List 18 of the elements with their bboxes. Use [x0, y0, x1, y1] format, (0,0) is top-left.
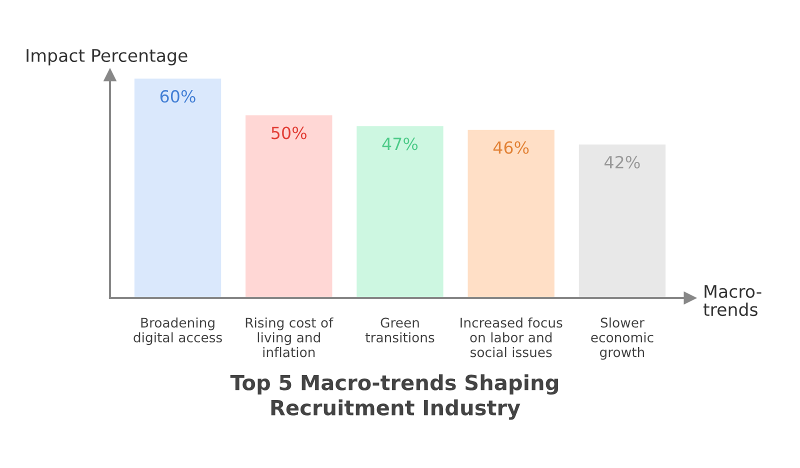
- bar: [246, 115, 332, 298]
- bar: [468, 130, 554, 298]
- text: Top 5 Macro-trends Shaping Recruitment Industry: [230, 374, 558, 420]
- bar: [134, 78, 222, 298]
- data-label: 47%: [382, 138, 418, 150]
- x-tick-label: Green transitions: [365, 318, 434, 342]
- x-tick-label: Slower economic growth: [591, 317, 654, 360]
- data-label: 42%: [604, 156, 640, 168]
- bar: [356, 126, 444, 298]
- data-label: 46%: [493, 141, 529, 154]
- y-axis-title: Impact Percentage: [26, 49, 188, 66]
- bar: [578, 144, 666, 298]
- x-tick-label: Increased focus on labor and social issues: [460, 317, 562, 358]
- x-axis-title: Macro- trends: [703, 285, 762, 316]
- data-label: 60%: [160, 90, 196, 103]
- x-tick-label: Broadening digital access: [134, 317, 222, 345]
- x-tick-label: Rising cost of living and inflation: [246, 317, 334, 358]
- data-label: 50%: [272, 126, 306, 140]
